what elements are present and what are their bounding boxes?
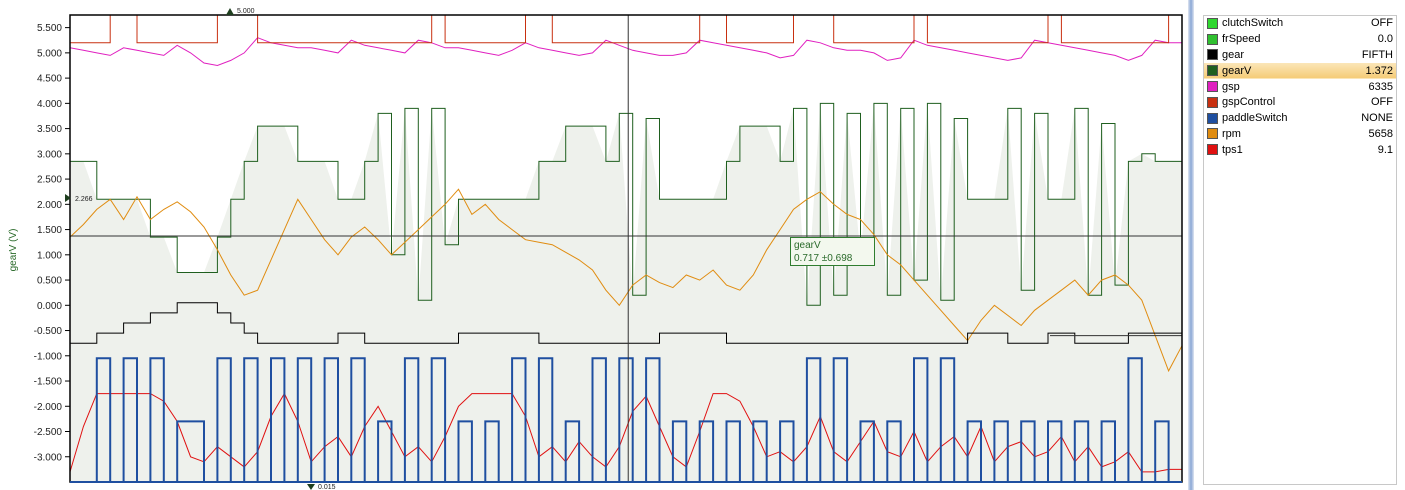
legend-item-value: 0.0 — [1377, 33, 1393, 46]
legend-item-value: 5658 — [1368, 127, 1393, 140]
ytick-label: -3.000 — [34, 452, 63, 463]
legend-item-value: 6335 — [1368, 80, 1393, 93]
legend-swatch — [1207, 128, 1218, 140]
legend-item-name: gspControl — [1222, 96, 1276, 109]
legend-item-gear[interactable]: gear FIFTH — [1204, 48, 1396, 64]
ytick-label: -1.500 — [34, 377, 63, 388]
legend-swatch — [1207, 33, 1218, 45]
ytick-label: -2.000 — [34, 402, 63, 413]
plot-area[interactable]: 5.500 5.000 4.500 4.000 3.500 3.000 2.500 2.000… — [0, 0, 1190, 490]
legend-item-value: NONE — [1361, 112, 1393, 125]
tooltip-series: gearV — [794, 240, 821, 251]
legend-swatch — [1207, 96, 1218, 108]
legend-item-paddleSwitch[interactable]: paddleSwitch NONE — [1204, 111, 1396, 127]
legend-item-clutchSwitch[interactable]: clutchSwitch OFF — [1204, 16, 1396, 32]
legend-item-value: 9.1 — [1377, 143, 1393, 156]
chart-svg[interactable]: 5.500 5.000 4.500 4.000 3.500 3.000 2.500 2.000… — [0, 0, 1190, 490]
legend-item-value: OFF — [1371, 17, 1393, 30]
legend-item-value: FIFTH — [1361, 48, 1393, 61]
ytick-label: 3.000 — [37, 149, 62, 160]
ytick-label: 4.000 — [37, 99, 62, 110]
legend-item-rpm[interactable]: rpm 5658 — [1204, 127, 1396, 143]
bottom-marker-label: 0.015 — [318, 484, 336, 490]
ytick-label: 3.500 — [37, 124, 62, 135]
value-tooltip: gearV 0.717 ±0.698 — [790, 237, 875, 266]
legend-swatch — [1207, 144, 1218, 156]
ytick-label: 5.500 — [37, 23, 62, 34]
series-line-gear — [70, 302, 1182, 344]
legend-swatch — [1207, 17, 1218, 29]
tooltip-value: 0.717 ±0.698 — [794, 253, 853, 264]
legend-item-value: OFF — [1371, 96, 1393, 109]
ytick-label: 1.500 — [37, 225, 62, 236]
series-line-rpm — [69, 188, 1183, 373]
ytick-label: 2.500 — [37, 175, 62, 186]
legend-item-frSpeed[interactable]: frSpeed 0.0 — [1204, 32, 1396, 48]
y-axis-label: gearV (V) — [8, 229, 19, 272]
legend-item-gspControl[interactable]: gspControl OFF — [1204, 95, 1396, 111]
legend-swatch — [1207, 49, 1218, 61]
legend-item-value: 1.372 — [1365, 64, 1393, 77]
legend-swatch — [1207, 112, 1218, 124]
left-marker-label: 2.266 — [75, 196, 93, 203]
legend-item-gearV[interactable]: gearV 1.372 — [1204, 63, 1396, 80]
series-line-tps1 — [69, 392, 1182, 473]
legend-swatch — [1207, 65, 1218, 77]
left-marker-triangle[interactable] — [65, 194, 71, 202]
legend-list: clutchSwitch OFF frSpeed 0.0 gear FIFTH gearV 1… — [1204, 16, 1396, 158]
series-line-gsp — [69, 37, 1182, 67]
ytick-label: 5.000 — [37, 48, 62, 59]
legend-panel: clutchSwitch OFF frSpeed 0.0 gear FIFTH gearV 1… — [1203, 15, 1397, 485]
top-marker-triangle[interactable] — [226, 8, 234, 15]
ytick-label: 0.000 — [37, 301, 62, 312]
legend-item-name: gear — [1222, 48, 1245, 61]
top-marker-label: 5.000 — [237, 8, 255, 15]
ytick-label: -1.000 — [34, 351, 63, 362]
panel-splitter[interactable] — [1188, 0, 1194, 490]
series-line-gearV — [70, 102, 1182, 306]
series-line-paddleSwitch — [70, 357, 1182, 483]
legend-item-name: frSpeed — [1222, 33, 1261, 46]
legend-item-name: paddleSwitch — [1222, 112, 1288, 125]
ytick-label: 2.000 — [37, 200, 62, 211]
ytick-label: 0.500 — [37, 276, 62, 287]
legend-swatch — [1207, 81, 1218, 93]
ytick-label: -0.500 — [34, 326, 63, 337]
legend-item-name: gsp — [1222, 80, 1240, 93]
ytick-label: 4.500 — [37, 74, 62, 85]
gearV-area — [70, 103, 1182, 483]
bottom-marker-triangle[interactable] — [307, 484, 315, 490]
legend-item-name: gearV — [1222, 64, 1252, 77]
ytick-label: -2.500 — [34, 427, 63, 438]
legend-item-tps1[interactable]: tps1 9.1 — [1204, 142, 1396, 158]
ytick-label: 1.000 — [37, 250, 62, 261]
legend-item-gsp[interactable]: gsp 6335 — [1204, 79, 1396, 95]
legend-item-name: tps1 — [1222, 143, 1243, 156]
legend-item-name: rpm — [1222, 127, 1241, 140]
legend-item-name: clutchSwitch — [1222, 17, 1284, 30]
